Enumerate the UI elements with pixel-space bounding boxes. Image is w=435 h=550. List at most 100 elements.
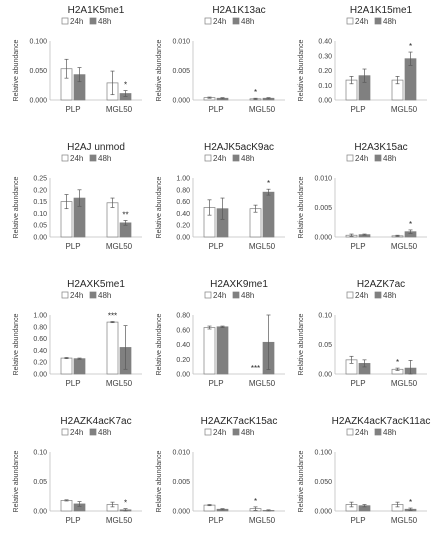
chart-title: H2AZK4acK7acK11ac [332, 416, 431, 427]
legend-swatch-24h [61, 154, 69, 162]
bar-24h [249, 208, 262, 238]
y-axis-label: Relative abundance [156, 313, 163, 375]
x-category-label: PLP [350, 242, 365, 251]
y-tick-label: 0.60 [176, 199, 190, 206]
bar-24h [203, 327, 216, 375]
y-tick-label: 0.10 [318, 83, 332, 90]
chart-title: H2AZK4acK7ac [60, 416, 131, 427]
legend-swatch-48h [89, 17, 97, 25]
y-tick-label: 0.005 [172, 479, 190, 486]
legend-swatch-48h [232, 17, 240, 25]
x-category-label: MGL50 [106, 105, 133, 114]
y-tick-label: 0.000 [172, 98, 190, 105]
bar-48h [216, 326, 229, 375]
y-tick-label: 0.60 [176, 327, 190, 334]
legend-label: 48h [383, 291, 396, 300]
chart-title: H2AZK7ac [357, 279, 405, 290]
y-tick-label: 0.40 [33, 348, 47, 355]
legend-swatch-24h [204, 428, 212, 436]
legend-swatch-24h [61, 17, 69, 25]
y-tick-label: 0.010 [314, 176, 332, 183]
x-category-label: MGL50 [391, 105, 418, 114]
y-axis-label: Relative abundance [156, 176, 163, 238]
legend-label: 24h [213, 291, 226, 300]
legend-label: 24h [355, 154, 368, 163]
y-tick-label: 1.00 [33, 313, 47, 320]
legend-swatch-24h [204, 154, 212, 162]
y-tick-label: 0.000 [314, 235, 332, 242]
y-tick-label: 0.050 [314, 479, 332, 486]
y-tick-label: 0.05 [33, 479, 47, 486]
x-category-label: MGL50 [391, 379, 418, 388]
legend-label: 48h [241, 428, 254, 437]
significance-marker: * [409, 498, 412, 507]
x-category-label: MGL50 [106, 242, 133, 251]
y-axis-label: Relative abundance [298, 176, 305, 238]
x-category-label: MGL50 [106, 516, 133, 525]
y-tick-label: 0.05 [33, 223, 47, 230]
x-category-label: PLP [208, 379, 223, 388]
legend-label: 24h [70, 428, 83, 437]
y-tick-label: 0.20 [176, 357, 190, 364]
legend-swatch-24h [204, 17, 212, 25]
legend-label: 48h [383, 154, 396, 163]
legend-swatch-48h [232, 428, 240, 436]
x-category-label: PLP [350, 379, 365, 388]
y-tick-label: 0.010 [172, 39, 190, 46]
y-tick-label: 0.20 [176, 223, 190, 230]
legend-label: 48h [98, 428, 111, 437]
significance-marker: * [254, 497, 257, 506]
y-axis-label: Relative abundance [156, 39, 163, 101]
significance-marker: * [409, 220, 412, 229]
y-tick-label: 1.00 [176, 176, 190, 183]
y-axis-label: Relative abundance [156, 450, 163, 512]
significance-marker: * [124, 81, 127, 90]
significance-marker: *** [251, 364, 260, 373]
legend-label: 24h [355, 291, 368, 300]
significance-marker: * [396, 358, 399, 367]
y-tick-label: 0.100 [29, 39, 47, 46]
y-tick-label: 0.100 [314, 450, 332, 457]
y-tick-label: 0.40 [176, 211, 190, 218]
legend-label: 24h [70, 17, 83, 26]
y-tick-label: 0.20 [33, 187, 47, 194]
y-tick-label: 0.00 [33, 509, 47, 516]
legend-swatch-24h [61, 291, 69, 299]
y-tick-label: 0.050 [29, 68, 47, 75]
legend-label: 24h [70, 291, 83, 300]
legend-label: 24h [355, 428, 368, 437]
legend-label: 48h [98, 154, 111, 163]
significance-marker: ** [122, 210, 128, 219]
chart-title: H2A1K13ac [212, 5, 265, 16]
x-category-label: PLP [65, 516, 80, 525]
legend-swatch-24h [346, 17, 354, 25]
y-axis-label: Relative abundance [13, 313, 20, 375]
x-category-label: PLP [208, 105, 223, 114]
legend-label: 24h [213, 428, 226, 437]
legend-label: 24h [355, 17, 368, 26]
y-tick-label: 0.00 [33, 372, 47, 379]
bar-24h [106, 202, 119, 238]
chart-title: H2A1K5me1 [68, 5, 125, 16]
significance-marker: * [267, 179, 270, 188]
legend-swatch-24h [204, 291, 212, 299]
y-tick-label: 0.20 [318, 68, 332, 75]
legend-swatch-24h [346, 428, 354, 436]
y-tick-label: 0.10 [33, 211, 47, 218]
legend-swatch-48h [89, 154, 97, 162]
bar-24h [106, 321, 119, 375]
y-tick-label: 0.00 [33, 235, 47, 242]
x-category-label: PLP [65, 105, 80, 114]
bar-48h [73, 358, 86, 375]
y-tick-label: 0.00 [318, 372, 332, 379]
y-axis-label: Relative abundance [13, 450, 20, 512]
x-category-label: MGL50 [391, 242, 418, 251]
